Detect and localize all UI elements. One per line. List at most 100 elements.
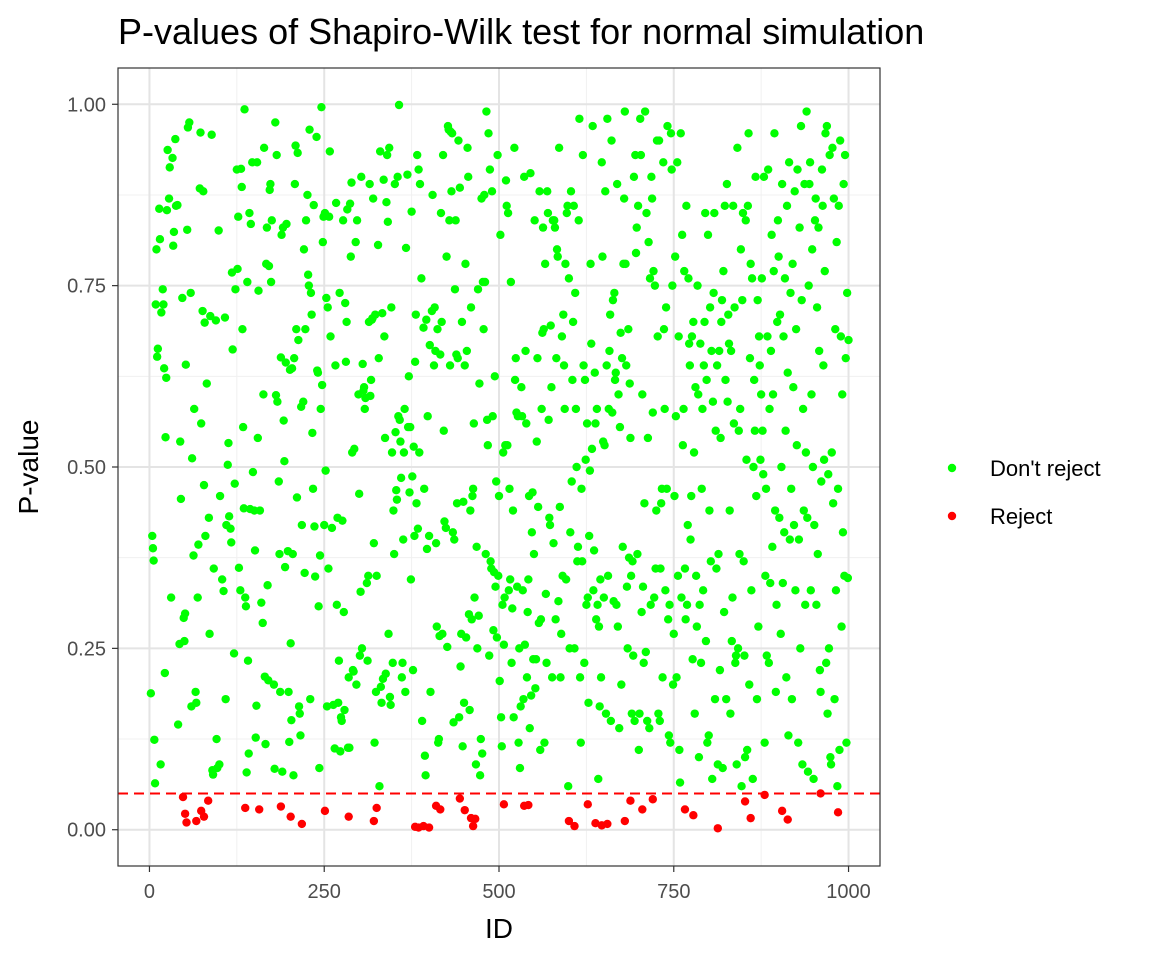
data-point — [202, 379, 211, 388]
data-point — [760, 738, 769, 747]
data-point — [322, 702, 332, 711]
data-point — [503, 208, 513, 218]
data-point — [308, 428, 317, 438]
data-point — [399, 535, 408, 544]
data-point — [321, 466, 330, 475]
x-axis-label: ID — [485, 913, 513, 944]
data-point — [420, 751, 430, 760]
data-point — [554, 143, 564, 152]
data-point — [809, 774, 818, 784]
data-point — [163, 145, 172, 155]
data-point — [437, 317, 446, 327]
data-point — [636, 150, 646, 160]
data-point — [831, 586, 841, 595]
data-point — [153, 344, 163, 353]
data-point — [149, 556, 158, 565]
chart-title: P-values of Shapiro-Wilk test for normal… — [118, 11, 924, 52]
data-point — [155, 235, 165, 244]
data-point — [438, 150, 448, 160]
data-point — [178, 293, 187, 303]
data-point — [805, 158, 815, 167]
data-point — [709, 288, 718, 298]
data-point — [299, 245, 309, 254]
data-point — [670, 491, 679, 501]
data-point — [393, 172, 402, 182]
data-point — [345, 199, 355, 208]
data-point — [405, 488, 414, 497]
data-point — [575, 673, 585, 682]
data-point — [573, 542, 583, 551]
data-point — [783, 815, 792, 824]
data-point — [150, 735, 159, 744]
data-point — [338, 516, 347, 525]
data-point — [173, 200, 182, 210]
data-point — [577, 557, 587, 566]
data-point — [822, 121, 832, 131]
data-point — [576, 738, 585, 747]
data-point — [752, 694, 762, 704]
data-point — [238, 422, 248, 432]
data-point — [504, 586, 513, 595]
data-point — [801, 448, 811, 457]
data-point — [635, 709, 644, 718]
data-point — [806, 586, 815, 595]
data-point — [243, 277, 252, 287]
data-point — [414, 165, 423, 174]
data-point — [273, 397, 282, 406]
data-point — [397, 673, 407, 682]
data-point — [459, 698, 469, 707]
data-point — [338, 216, 348, 225]
data-point — [532, 437, 541, 446]
data-point — [768, 542, 777, 551]
data-point — [786, 288, 795, 298]
data-point — [841, 353, 850, 363]
data-point — [551, 615, 560, 624]
data-point — [652, 506, 661, 515]
data-point — [482, 107, 491, 116]
data-point — [516, 702, 525, 711]
data-point — [678, 441, 688, 450]
data-point — [589, 586, 598, 595]
data-point — [431, 538, 441, 548]
data-point — [281, 358, 290, 367]
data-point — [715, 665, 725, 675]
data-point — [778, 578, 788, 588]
data-point — [613, 622, 623, 631]
data-point — [721, 375, 730, 385]
data-point — [485, 165, 495, 174]
data-point — [224, 512, 234, 521]
data-point — [462, 346, 472, 356]
data-point — [616, 328, 625, 337]
data-point — [531, 684, 540, 693]
data-point — [593, 600, 602, 610]
data-point — [772, 600, 781, 610]
data-point — [386, 700, 395, 710]
data-point — [357, 172, 366, 182]
data-point — [626, 433, 635, 443]
data-point — [340, 705, 349, 715]
data-point — [672, 673, 681, 682]
data-point — [473, 644, 482, 653]
data-point — [550, 216, 559, 225]
data-point — [789, 520, 799, 530]
data-point — [663, 121, 672, 131]
data-point — [457, 317, 467, 327]
data-point — [763, 332, 772, 341]
data-point — [708, 397, 718, 406]
data-point — [522, 673, 532, 682]
data-point — [221, 694, 230, 704]
data-point — [796, 121, 806, 131]
data-point — [290, 179, 300, 189]
data-point — [345, 743, 354, 752]
data-point — [307, 310, 316, 319]
data-point — [732, 760, 741, 769]
data-point — [378, 309, 387, 318]
data-point — [807, 245, 817, 254]
data-point — [396, 437, 405, 446]
data-point — [837, 622, 846, 631]
data-point — [667, 165, 676, 174]
data-point — [735, 404, 745, 414]
data-point — [793, 165, 802, 174]
data-point — [608, 408, 617, 417]
data-point — [159, 300, 168, 309]
